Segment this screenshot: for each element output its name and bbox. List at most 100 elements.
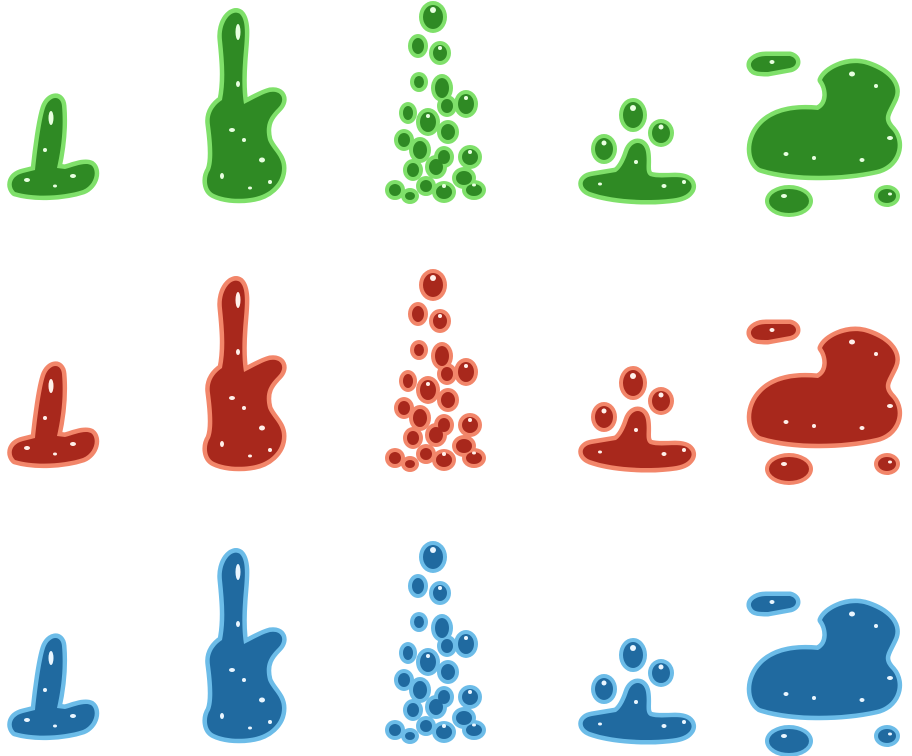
green-puddle-drop-0 [769,189,809,213]
green-droplet-column-drop-10 [398,133,410,147]
blue-splash-tall-highlight-2 [229,668,235,672]
green-droplet-column-drop-6 [403,106,413,120]
green-droplet-column-drop-0 [423,5,443,29]
red-splash-tall-highlight-4 [259,425,265,431]
green-droplet-column-highlight-0 [430,7,436,13]
blue-splash-small-highlight-2 [24,718,30,722]
green-puddle-highlight-6 [769,60,775,64]
red-splash-settle-drop-1 [652,391,670,411]
green-splash-tall-highlight-4 [259,157,265,163]
blue-puddle-highlight-4 [812,696,816,700]
blue-splash-small-body-0 [11,637,95,736]
blue-puddle-highlight-8 [888,732,892,736]
blue-droplet-column-highlight-6 [472,723,476,727]
red-splash-settle-drop-0 [623,370,643,396]
green-droplet-column-drop-19 [436,185,452,199]
red-droplet-column-drop-16 [456,439,472,453]
green-splash-tall-highlight-0 [235,24,241,40]
red-droplet-column-drop-14 [407,431,419,445]
red-puddle-drop-1 [878,457,896,471]
red-splash-small-highlight-3 [70,442,76,446]
blue-puddle-drop-1 [878,729,896,743]
red-puddle-sprite [746,319,902,485]
blue-splash-small-highlight-0 [48,651,54,665]
red-droplet-column-drop-13 [462,417,478,433]
blue-droplet-column-drop-14 [407,703,419,717]
blue-droplet-column-drop-5 [441,639,453,653]
green-droplet-column-drop-12 [438,150,450,164]
green-splash-settle-drop-1 [652,123,670,143]
green-droplet-column-drop-16 [456,171,472,185]
red-droplet-column-sprite [385,269,486,472]
red-puddle-highlight-3 [783,420,789,424]
green-droplet-column-drop-17 [389,184,401,196]
green-splash-tall-sprite [202,8,287,204]
blue-splash-tall-highlight-7 [248,726,252,730]
red-droplet-column-drop-17 [389,452,401,464]
blue-splash-tall-highlight-3 [242,678,246,682]
green-splash-small-highlight-0 [48,111,54,125]
blue-droplet-column-highlight-2 [426,654,430,658]
red-droplet-column-drop-20 [466,452,482,464]
green-splash-small-highlight-1 [43,148,47,152]
green-droplet-column-drop-13 [462,149,478,165]
green-puddle-drop-1 [878,189,896,203]
green-droplet-column-drop-11 [413,141,427,159]
red-droplet-column-drop-1 [412,306,424,322]
red-splash-settle-highlight-3 [634,428,638,432]
red-splash-tall-highlight-2 [229,396,235,400]
red-splash-settle-highlight-2 [601,408,607,414]
blue-puddle-highlight-3 [783,692,789,696]
green-splash-small-highlight-3 [70,174,76,178]
red-droplet-column-drop-7 [420,380,436,400]
green-droplet-column-highlight-1 [438,46,442,50]
blue-droplet-column-highlight-1 [438,586,442,590]
red-splash-settle-sprite [578,366,696,473]
blue-droplet-column-drop-6 [403,646,413,660]
blue-droplet-column-highlight-5 [442,724,446,728]
blue-puddle-highlight-7 [781,734,787,738]
green-droplet-column-drop-5 [441,99,453,113]
blue-puddle-body-0 [751,603,898,716]
blue-droplet-column-drop-3 [414,616,424,628]
green-splash-settle-drop-2 [595,138,613,160]
blue-droplet-column-drop-10 [398,673,410,687]
blue-droplet-column-drop-16 [456,711,472,725]
green-droplet-column-drop-21 [405,192,415,200]
green-puddle-highlight-7 [781,194,787,198]
blue-droplet-column-highlight-4 [468,690,472,694]
red-droplet-column-drop-18 [420,448,432,460]
red-droplet-column-drop-15 [429,427,443,443]
red-droplet-column-drop-12 [438,418,450,432]
red-puddle-highlight-5 [859,426,865,430]
green-splash-tall-highlight-2 [229,128,235,132]
blue-splash-tall-highlight-6 [220,713,224,719]
red-droplet-column-drop-2 [433,313,447,329]
blue-droplet-column-drop-9 [441,664,455,680]
blue-splash-small-highlight-4 [53,724,57,728]
blue-splash-settle-highlight-3 [634,700,638,704]
blue-splash-settle-highlight-4 [661,724,667,728]
blue-splash-settle-drop-0 [623,642,643,668]
green-splash-settle-highlight-4 [661,184,667,188]
red-droplet-column-highlight-3 [464,364,468,368]
red-splash-small-highlight-1 [43,416,47,420]
red-splash-settle-highlight-5 [598,450,602,454]
blue-droplet-column-drop-1 [412,578,424,594]
green-splash-settle-highlight-5 [598,182,602,186]
green-splash-settle-highlight-3 [634,160,638,164]
green-splash-small-sprite [7,93,100,201]
blue-splash-tall-highlight-5 [268,720,272,724]
red-droplet-column-drop-0 [423,273,443,297]
blue-splash-settle-highlight-5 [598,722,602,726]
green-splash-tall-body-0 [206,12,283,199]
red-puddle-body-1 [750,324,796,340]
blue-puddle-highlight-6 [769,600,775,604]
green-droplet-column-drop-2 [433,45,447,61]
blue-droplet-column-drop-21 [405,732,415,740]
green-puddle-highlight-2 [887,136,893,140]
red-droplet-column-drop-19 [436,453,452,467]
blue-puddle-highlight-2 [887,676,893,680]
blue-droplet-column-drop-15 [429,699,443,715]
green-splash-settle-highlight-6 [682,180,686,184]
